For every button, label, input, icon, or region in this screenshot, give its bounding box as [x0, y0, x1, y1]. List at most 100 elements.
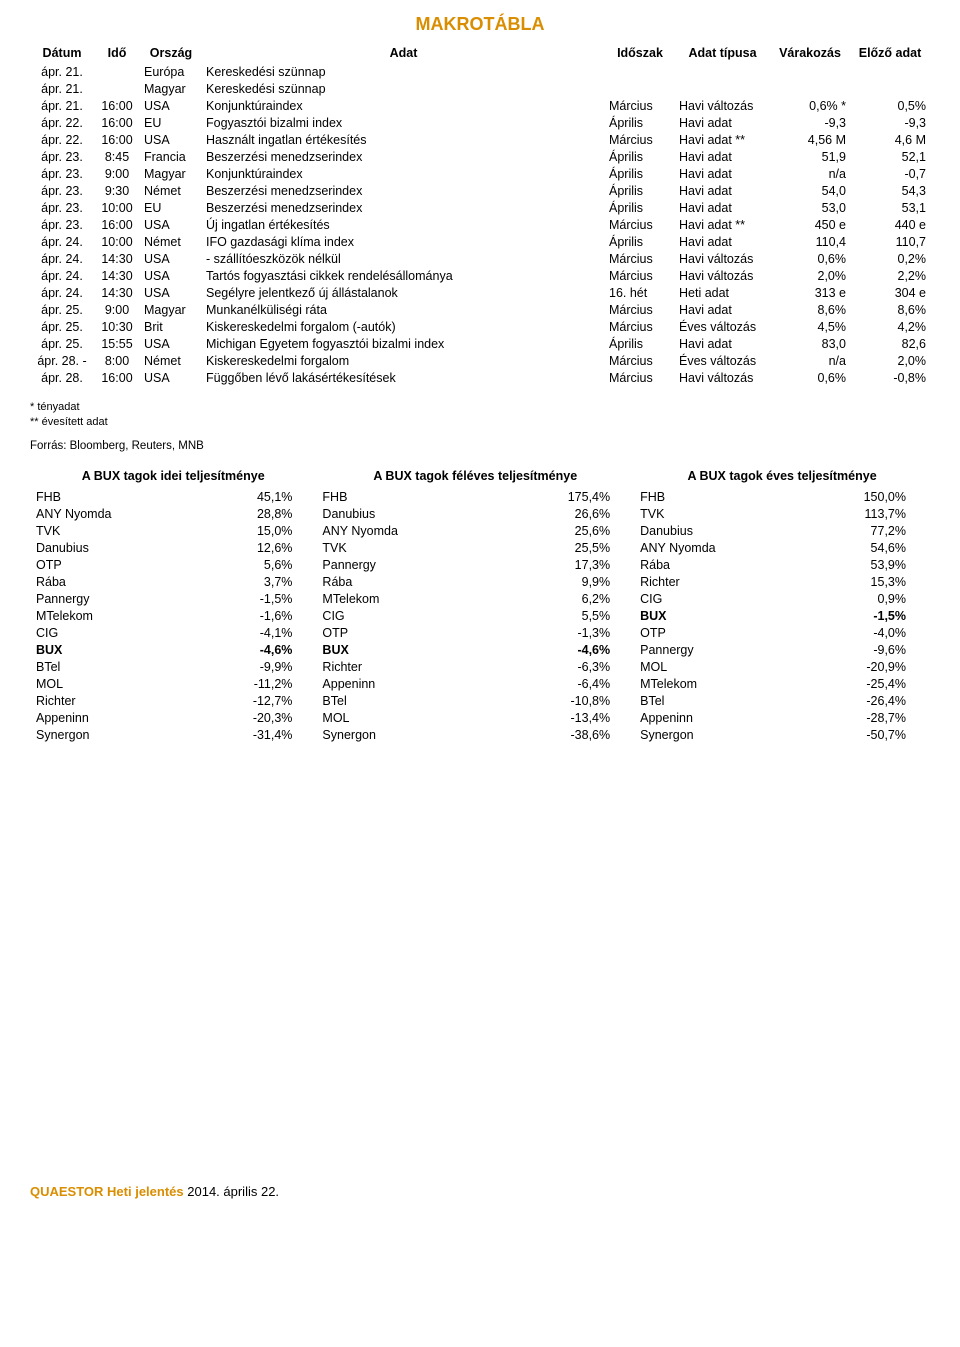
perf-name: MOL — [634, 659, 796, 676]
table-header-row: Dátum Idő Ország Adat Időszak Adat típus… — [30, 43, 930, 63]
perf-value: -28,7% — [796, 710, 930, 727]
cell-idoszak: Április — [605, 233, 675, 250]
cell-orszag: USA — [140, 216, 202, 233]
table-row: ápr. 28. -8:00NémetKiskereskedelmi forga… — [30, 352, 930, 369]
cell-orszag: USA — [140, 267, 202, 284]
col-elozo: Előző adat — [850, 43, 930, 63]
perf-value: -10,8% — [490, 693, 634, 710]
perf-name: ANY Nyomda — [30, 506, 190, 523]
perf-name: Pannergy — [634, 642, 796, 659]
cell-idoszak: Április — [605, 114, 675, 131]
perf-row: Rába3,7%Rába9,9%Richter15,3% — [30, 574, 930, 591]
perf-name: Richter — [634, 574, 796, 591]
perf-row: TVK15,0%ANY Nyomda25,6%Danubius77,2% — [30, 523, 930, 540]
cell-datum: ápr. 24. — [30, 233, 94, 250]
cell-orszag: EU — [140, 114, 202, 131]
perf-value: -6,4% — [490, 676, 634, 693]
cell-orszag: Magyar — [140, 301, 202, 318]
perf-value: -31,4% — [190, 727, 317, 744]
cell-orszag: USA — [140, 335, 202, 352]
cell-tipus — [675, 63, 770, 80]
perf-name: BTel — [634, 693, 796, 710]
perf-value: 54,6% — [796, 540, 930, 557]
cell-elozo: 52,1 — [850, 148, 930, 165]
cell-elozo — [850, 80, 930, 97]
perf-value: 0,9% — [796, 591, 930, 608]
cell-var: 83,0 — [770, 335, 850, 352]
perf-row: CIG-4,1%OTP-1,3%OTP-4,0% — [30, 625, 930, 642]
perf-value: -4,6% — [490, 642, 634, 659]
table-row: ápr. 22.16:00USAHasznált ingatlan értéke… — [30, 131, 930, 148]
page-title: MAKROTÁBLA — [30, 14, 930, 35]
perf-name: TVK — [30, 523, 190, 540]
perf-name: BUX — [30, 642, 190, 659]
perf-value: -11,2% — [190, 676, 317, 693]
cell-tipus: Havi változás — [675, 267, 770, 284]
cell-ido: 14:30 — [94, 250, 140, 267]
table-row: ápr. 24.14:30USATartós fogyasztási cikke… — [30, 267, 930, 284]
cell-idoszak — [605, 80, 675, 97]
table-row: ápr. 23.8:45FranciaBeszerzési menedzseri… — [30, 148, 930, 165]
col-var: Várakozás — [770, 43, 850, 63]
cell-elozo: 2,2% — [850, 267, 930, 284]
table-row: ápr. 21.MagyarKereskedési szünnap — [30, 80, 930, 97]
cell-adat: Fogyasztói bizalmi index — [202, 114, 605, 131]
perf-header-row: A BUX tagok idei teljesítménye A BUX tag… — [30, 466, 930, 489]
cell-elozo: -0,7 — [850, 165, 930, 182]
perf-value: -6,3% — [490, 659, 634, 676]
cell-tipus: Havi változás — [675, 250, 770, 267]
cell-ido: 10:00 — [94, 233, 140, 250]
perf-name: BTel — [30, 659, 190, 676]
cell-idoszak: Március — [605, 97, 675, 114]
cell-ido: 16:00 — [94, 369, 140, 386]
perf-name: Appeninn — [634, 710, 796, 727]
cell-tipus: Éves változás — [675, 318, 770, 335]
perf-row: Synergon-31,4%Synergon-38,6%Synergon-50,… — [30, 727, 930, 744]
cell-tipus: Havi adat — [675, 148, 770, 165]
perf-name: Appeninn — [30, 710, 190, 727]
perf-value: 26,6% — [490, 506, 634, 523]
cell-datum: ápr. 23. — [30, 216, 94, 233]
cell-tipus: Havi adat — [675, 199, 770, 216]
cell-ido: 16:00 — [94, 97, 140, 114]
col-orszag: Ország — [140, 43, 202, 63]
cell-ido: 10:00 — [94, 199, 140, 216]
cell-tipus: Éves változás — [675, 352, 770, 369]
perf-name: Danubius — [634, 523, 796, 540]
cell-adat: Kiskereskedelmi forgalom (-autók) — [202, 318, 605, 335]
cell-datum: ápr. 23. — [30, 148, 94, 165]
cell-datum: ápr. 23. — [30, 182, 94, 199]
cell-datum: ápr. 21. — [30, 97, 94, 114]
perf-name: BUX — [634, 608, 796, 625]
perf-row: Richter-12,7%BTel-10,8%BTel-26,4% — [30, 693, 930, 710]
perf-name: Rába — [316, 574, 490, 591]
table-row: ápr. 24.14:30USASegélyre jelentkező új á… — [30, 284, 930, 301]
cell-var — [770, 63, 850, 80]
perf-value: -38,6% — [490, 727, 634, 744]
cell-tipus: Havi adat ** — [675, 131, 770, 148]
table-row: ápr. 25.10:30BritKiskereskedelmi forgalo… — [30, 318, 930, 335]
table-row: ápr. 23.9:30NémetBeszerzési menedzserind… — [30, 182, 930, 199]
cell-datum: ápr. 28. — [30, 369, 94, 386]
cell-tipus: Havi adat ** — [675, 216, 770, 233]
perf-value: -1,3% — [490, 625, 634, 642]
cell-ido: 16:00 — [94, 216, 140, 233]
cell-ido: 14:30 — [94, 267, 140, 284]
cell-datum: ápr. 24. — [30, 267, 94, 284]
cell-elozo: 53,1 — [850, 199, 930, 216]
cell-ido — [94, 80, 140, 97]
cell-adat: Munkanélküliségi ráta — [202, 301, 605, 318]
cell-ido — [94, 63, 140, 80]
table-row: ápr. 23.9:00MagyarKonjunktúraindexÁprili… — [30, 165, 930, 182]
perf-name: Appeninn — [316, 676, 490, 693]
perf-name: Danubius — [316, 506, 490, 523]
source-line: Forrás: Bloomberg, Reuters, MNB — [30, 440, 930, 452]
table-row: ápr. 25.15:55USAMichigan Egyetem fogyasz… — [30, 335, 930, 352]
perf-name: Danubius — [30, 540, 190, 557]
cell-adat: Új ingatlan értékesítés — [202, 216, 605, 233]
cell-elozo: 8,6% — [850, 301, 930, 318]
cell-elozo: 2,0% — [850, 352, 930, 369]
cell-var — [770, 80, 850, 97]
perf-name: Synergon — [30, 727, 190, 744]
cell-var: 54,0 — [770, 182, 850, 199]
